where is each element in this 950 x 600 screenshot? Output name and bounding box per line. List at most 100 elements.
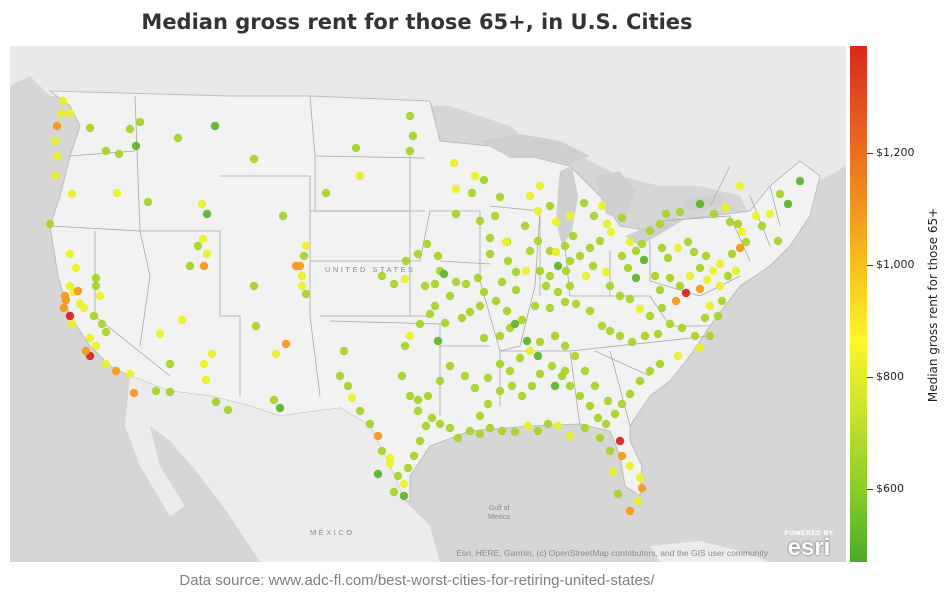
city-point[interactable] [497, 426, 507, 436]
city-point[interactable] [389, 487, 399, 497]
city-point[interactable] [485, 249, 495, 259]
city-point[interactable] [585, 306, 595, 316]
city-point[interactable] [695, 199, 705, 209]
city-point[interactable] [637, 483, 647, 493]
city-point[interactable] [553, 287, 563, 297]
city-point[interactable] [721, 203, 731, 213]
city-point[interactable] [593, 413, 603, 423]
city-point[interactable] [717, 296, 727, 306]
city-point[interactable] [715, 259, 725, 269]
city-point[interactable] [50, 136, 60, 146]
city-point[interactable] [535, 266, 545, 276]
city-point[interactable] [527, 381, 537, 391]
city-point[interactable] [501, 237, 511, 247]
city-point[interactable] [185, 261, 195, 271]
city-point[interactable] [617, 251, 627, 261]
city-point[interactable] [422, 239, 432, 249]
city-point[interactable] [415, 319, 425, 329]
city-point[interactable] [409, 451, 419, 461]
city-point[interactable] [689, 247, 699, 257]
city-point[interactable] [52, 121, 62, 131]
city-point[interactable] [783, 199, 793, 209]
city-point[interactable] [580, 366, 590, 376]
city-point[interactable] [135, 117, 145, 127]
city-point[interactable] [545, 201, 555, 211]
city-point[interactable] [373, 469, 383, 479]
city-point[interactable] [393, 471, 403, 481]
city-point[interactable] [321, 188, 331, 198]
city-point[interactable] [675, 281, 685, 291]
city-point[interactable] [405, 111, 415, 121]
city-point[interactable] [671, 296, 681, 306]
city-point[interactable] [473, 273, 483, 283]
city-point[interactable] [445, 361, 455, 371]
city-point[interactable] [389, 279, 399, 289]
city-point[interactable] [701, 251, 711, 261]
city-point[interactable] [530, 301, 540, 311]
city-point[interactable] [461, 279, 471, 289]
city-point[interactable] [665, 273, 675, 283]
city-point[interactable] [639, 255, 649, 265]
city-point[interactable] [650, 271, 660, 281]
city-point[interactable] [112, 188, 122, 198]
city-point[interactable] [695, 263, 705, 273]
city-point[interactable] [197, 199, 207, 209]
city-point[interactable] [485, 233, 495, 243]
city-point[interactable] [657, 303, 667, 313]
city-point[interactable] [65, 281, 75, 291]
city-point[interactable] [470, 383, 480, 393]
city-point[interactable] [405, 331, 415, 341]
city-point[interactable] [715, 281, 725, 291]
city-point[interactable] [645, 311, 655, 321]
city-point[interactable] [511, 267, 521, 277]
city-point[interactable] [533, 236, 543, 246]
city-point[interactable] [435, 419, 445, 429]
city-point[interactable] [65, 108, 75, 118]
city-point[interactable] [615, 291, 625, 301]
city-point[interactable] [695, 284, 705, 294]
city-point[interactable] [355, 406, 365, 416]
city-point[interactable] [199, 359, 209, 369]
city-point[interactable] [495, 331, 505, 341]
city-point[interactable] [735, 181, 745, 191]
city-point[interactable] [709, 209, 719, 219]
city-point[interactable] [681, 288, 691, 298]
city-point[interactable] [705, 331, 715, 341]
city-point[interactable] [533, 426, 543, 436]
city-point[interactable] [401, 256, 411, 266]
city-point[interactable] [495, 359, 505, 369]
city-point[interactable] [403, 463, 413, 473]
city-point[interactable] [355, 171, 365, 181]
city-point[interactable] [655, 359, 665, 369]
city-point[interactable] [590, 381, 600, 391]
city-point[interactable] [645, 366, 655, 376]
city-point[interactable] [453, 433, 463, 443]
city-point[interactable] [561, 266, 571, 276]
city-point[interactable] [430, 279, 440, 289]
city-point[interactable] [65, 311, 75, 321]
city-point[interactable] [470, 171, 480, 181]
city-point[interactable] [269, 395, 279, 405]
city-point[interactable] [451, 184, 461, 194]
city-point[interactable] [553, 421, 563, 431]
city-point[interactable] [475, 301, 485, 311]
city-point[interactable] [550, 331, 560, 341]
city-point[interactable] [615, 331, 625, 341]
city-point[interactable] [565, 256, 575, 266]
city-point[interactable] [50, 171, 60, 181]
city-point[interactable] [433, 336, 443, 346]
city-point[interactable] [95, 291, 105, 301]
city-point[interactable] [199, 261, 209, 271]
city-point[interactable] [617, 451, 627, 461]
city-point[interactable] [483, 399, 493, 409]
map-attribution[interactable]: Esri, HERE, Garmin, (c) OpenStreetMap co… [456, 548, 768, 558]
city-point[interactable] [579, 198, 589, 208]
city-point[interactable] [400, 274, 410, 284]
city-point[interactable] [405, 391, 415, 401]
city-point[interactable] [635, 304, 645, 314]
city-point[interactable] [430, 301, 440, 311]
city-point[interactable] [198, 234, 208, 244]
city-point[interactable] [377, 446, 387, 456]
city-point[interactable] [339, 346, 349, 356]
city-point[interactable] [665, 319, 675, 329]
